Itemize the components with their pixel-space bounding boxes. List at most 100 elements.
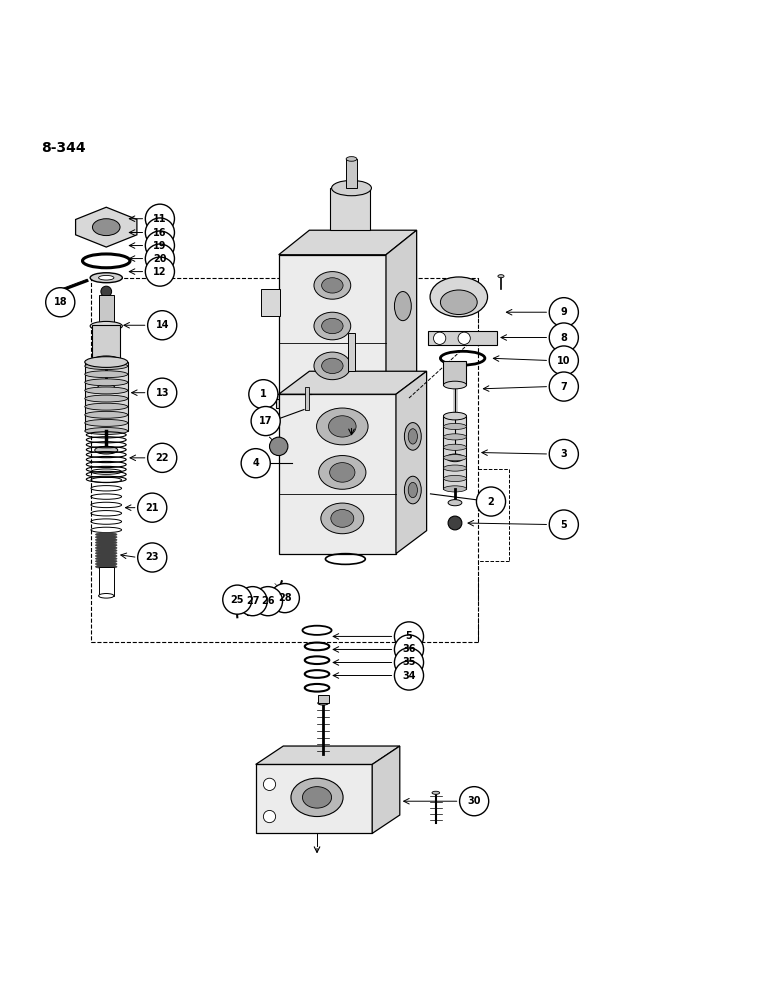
- Ellipse shape: [440, 290, 477, 315]
- Ellipse shape: [99, 594, 114, 598]
- Ellipse shape: [85, 371, 127, 378]
- Text: 16: 16: [153, 228, 167, 238]
- Ellipse shape: [85, 363, 127, 370]
- Ellipse shape: [346, 157, 357, 161]
- Bar: [305, 387, 309, 410]
- Ellipse shape: [443, 412, 466, 420]
- Circle shape: [434, 332, 445, 344]
- Circle shape: [549, 346, 578, 375]
- Polygon shape: [279, 230, 417, 255]
- Text: 23: 23: [145, 552, 159, 562]
- Circle shape: [458, 332, 470, 344]
- Ellipse shape: [443, 475, 466, 482]
- Circle shape: [253, 587, 283, 616]
- Circle shape: [448, 516, 462, 530]
- Bar: [261, 289, 280, 316]
- Ellipse shape: [443, 444, 466, 450]
- Circle shape: [270, 584, 300, 613]
- Ellipse shape: [96, 551, 117, 555]
- Circle shape: [394, 622, 424, 651]
- Text: 34: 34: [402, 671, 416, 681]
- Ellipse shape: [85, 387, 127, 394]
- Bar: [93, 325, 120, 361]
- Circle shape: [549, 298, 578, 327]
- Circle shape: [249, 380, 278, 409]
- Text: 11: 11: [153, 214, 167, 224]
- Ellipse shape: [332, 180, 371, 196]
- Ellipse shape: [331, 510, 354, 527]
- Ellipse shape: [319, 456, 366, 489]
- Ellipse shape: [322, 358, 343, 374]
- Ellipse shape: [96, 543, 117, 547]
- Circle shape: [147, 311, 177, 340]
- Ellipse shape: [446, 454, 463, 462]
- Ellipse shape: [430, 277, 488, 317]
- Text: 5: 5: [560, 520, 567, 530]
- Text: 20: 20: [153, 254, 167, 264]
- Circle shape: [145, 218, 174, 247]
- Text: 17: 17: [259, 416, 273, 426]
- Circle shape: [241, 449, 270, 478]
- Text: 13: 13: [155, 388, 169, 398]
- Polygon shape: [279, 371, 427, 394]
- Ellipse shape: [85, 395, 127, 402]
- Ellipse shape: [96, 554, 117, 558]
- Ellipse shape: [85, 428, 127, 434]
- Ellipse shape: [443, 423, 466, 430]
- Text: 22: 22: [155, 453, 169, 463]
- Circle shape: [223, 585, 252, 614]
- Text: 7: 7: [560, 382, 567, 392]
- Text: 18: 18: [53, 297, 67, 307]
- Text: 4: 4: [252, 458, 259, 468]
- Text: 8-344: 8-344: [41, 141, 86, 155]
- Ellipse shape: [93, 219, 120, 236]
- Polygon shape: [279, 255, 386, 400]
- Text: 19: 19: [153, 241, 167, 251]
- Text: 10: 10: [557, 356, 571, 366]
- Ellipse shape: [96, 535, 117, 539]
- Ellipse shape: [318, 701, 329, 705]
- Ellipse shape: [443, 434, 466, 440]
- Bar: [443, 416, 466, 489]
- Ellipse shape: [96, 538, 117, 542]
- Ellipse shape: [95, 446, 118, 454]
- Bar: [276, 399, 390, 408]
- Polygon shape: [372, 746, 400, 833]
- Circle shape: [251, 406, 280, 436]
- Ellipse shape: [405, 476, 422, 504]
- Circle shape: [46, 288, 75, 317]
- Bar: [318, 695, 329, 703]
- Ellipse shape: [96, 533, 117, 536]
- Ellipse shape: [322, 318, 343, 334]
- Text: 28: 28: [278, 593, 292, 603]
- Polygon shape: [386, 230, 417, 400]
- Ellipse shape: [317, 408, 368, 445]
- Ellipse shape: [85, 403, 127, 410]
- Text: 21: 21: [145, 503, 159, 513]
- Ellipse shape: [408, 429, 418, 444]
- Text: 26: 26: [261, 596, 275, 606]
- Ellipse shape: [93, 356, 120, 365]
- Circle shape: [549, 510, 578, 539]
- Circle shape: [394, 661, 424, 690]
- Ellipse shape: [96, 559, 117, 563]
- Bar: [443, 361, 466, 385]
- Ellipse shape: [96, 565, 117, 569]
- Ellipse shape: [303, 787, 332, 808]
- Polygon shape: [256, 746, 400, 764]
- Text: 3: 3: [560, 449, 567, 459]
- Ellipse shape: [85, 357, 127, 367]
- Polygon shape: [279, 394, 396, 554]
- Ellipse shape: [329, 416, 356, 437]
- Circle shape: [263, 810, 276, 823]
- Circle shape: [459, 787, 489, 816]
- Ellipse shape: [394, 292, 411, 321]
- Ellipse shape: [330, 463, 355, 482]
- Ellipse shape: [314, 352, 350, 380]
- Ellipse shape: [291, 778, 343, 817]
- Circle shape: [137, 543, 167, 572]
- Bar: [85, 362, 127, 431]
- Text: 9: 9: [560, 307, 567, 317]
- Ellipse shape: [498, 275, 504, 278]
- Ellipse shape: [321, 503, 364, 534]
